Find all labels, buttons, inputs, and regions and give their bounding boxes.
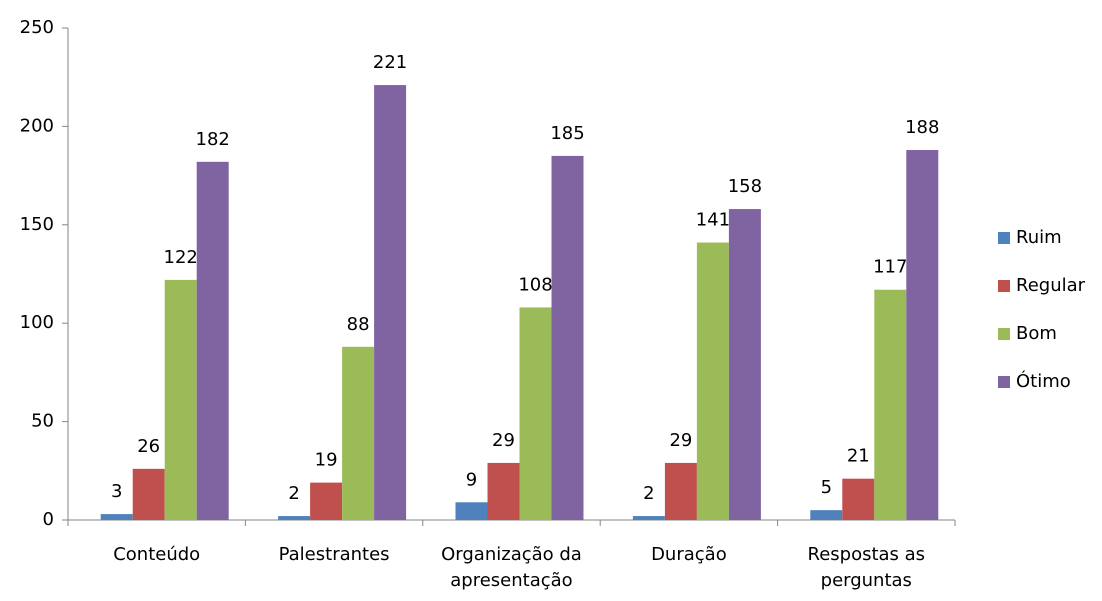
data-label: 21 [847,446,870,467]
bar [519,307,552,520]
data-label: 188 [905,117,939,138]
bar [342,346,375,520]
data-label: 182 [196,129,230,150]
bar [278,516,311,520]
data-label: 158 [728,176,762,197]
data-label: 2 [288,483,299,504]
data-label: 5 [821,477,832,498]
data-label: 221 [373,52,407,73]
legend-swatch [998,328,1010,340]
bar [632,516,665,520]
bar [310,482,343,520]
legend-label: Bom [1016,323,1057,344]
bar [132,468,165,520]
data-label: 141 [696,210,730,231]
data-label: 26 [137,436,160,457]
x-tick-label: Conteúdo [113,544,201,565]
bar [487,462,520,520]
bar [196,161,229,520]
legend-label: Ótimo [1016,370,1071,392]
data-label: 19 [315,450,338,471]
bar [906,150,939,521]
data-label: 108 [518,274,552,295]
bar [842,478,875,520]
data-label: 88 [347,314,370,335]
legend-label: Ruim [1016,227,1062,248]
data-label: 122 [164,247,198,268]
y-tick-label: 250 [20,17,54,38]
bar [455,502,488,520]
bar [164,279,197,520]
bar [728,209,761,520]
y-tick-label: 50 [31,411,54,432]
bar [100,514,133,520]
data-label: 117 [873,257,907,278]
legend-swatch [998,232,1010,244]
legend-swatch [998,280,1010,292]
y-tick-label: 200 [20,115,54,136]
legend-label: Regular [1016,275,1086,296]
data-label: 29 [492,430,515,451]
x-tick-label: Respostas as perguntas [807,544,926,591]
bar [810,510,843,520]
bar [374,85,407,521]
x-tick-label: Palestrantes [278,544,390,565]
bar [696,242,729,520]
legend-swatch [998,376,1010,388]
bar [874,289,907,520]
data-label: 2 [643,483,654,504]
data-label: 185 [550,123,584,144]
bar [551,155,584,521]
y-tick-label: 150 [20,214,54,235]
data-label: 9 [466,469,477,490]
data-label: 29 [669,430,692,451]
data-label: 3 [111,481,122,502]
x-tick-label: Organização da apresentação [441,544,582,591]
x-tick-label: Duração [651,544,727,565]
y-tick-label: 100 [20,312,54,333]
bar [664,462,697,520]
y-tick-label: 0 [43,509,54,530]
